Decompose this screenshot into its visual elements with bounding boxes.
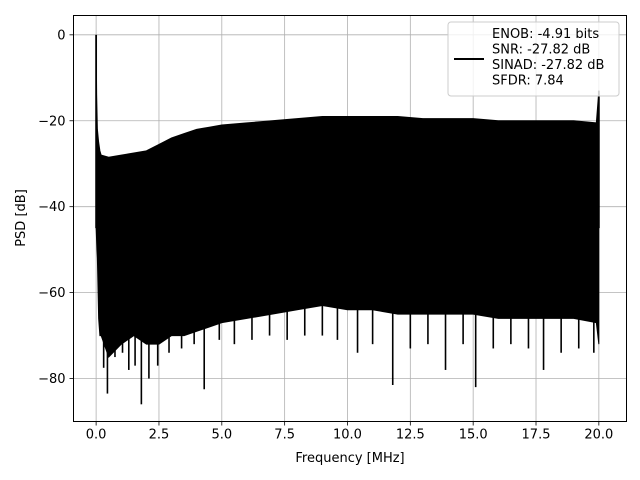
psd-noise-band — [95, 34, 600, 358]
legend-entry: ENOB: -4.91 bits SNR: -27.82 dB SINAD: -27… — [492, 27, 604, 89]
x-tick-label: 7.5 — [274, 428, 295, 443]
legend-box — [447, 21, 620, 97]
y-axis-label: PSD [dB] — [14, 189, 29, 247]
axes-frame — [73, 15, 627, 422]
y-tick-label: 0 — [57, 28, 65, 43]
x-tick-label: 15.0 — [459, 428, 488, 443]
plot-area — [95, 34, 600, 405]
legend: ENOB: -4.91 bits SNR: -27.82 dB SINAD: -27… — [447, 21, 620, 97]
y-tick-label: −80 — [38, 372, 65, 387]
x-axis-label: Frequency [MHz] — [295, 451, 404, 466]
legend-line: SINAD: -27.82 dB — [492, 58, 604, 73]
x-tick-label: 5.0 — [211, 428, 232, 443]
y-tick-label: −20 — [38, 114, 65, 129]
legend-label: ENOB: -4.91 bits SNR: -27.82 dB SINAD: -27… — [492, 27, 604, 89]
x-tick-label: 2.5 — [149, 428, 170, 443]
x-tick-label: 17.5 — [522, 428, 551, 443]
y-tick-label: −60 — [38, 286, 65, 301]
y-tick-label: −40 — [38, 200, 65, 215]
legend-line: SFDR: 7.84 — [492, 74, 564, 89]
x-tick-label: 20.0 — [584, 428, 613, 443]
x-tick-label: 12.5 — [396, 428, 425, 443]
x-tick-label: 0.0 — [86, 428, 107, 443]
legend-line: SNR: -27.82 dB — [492, 43, 590, 58]
ticks: 0.0 2.5 5.0 7.5 10.0 12.5 15.0 17.5 20.0 0 −20 −40 −… — [38, 28, 613, 442]
x-tick-label: 10.0 — [333, 428, 362, 443]
legend-line: ENOB: -4.91 bits — [492, 27, 599, 42]
